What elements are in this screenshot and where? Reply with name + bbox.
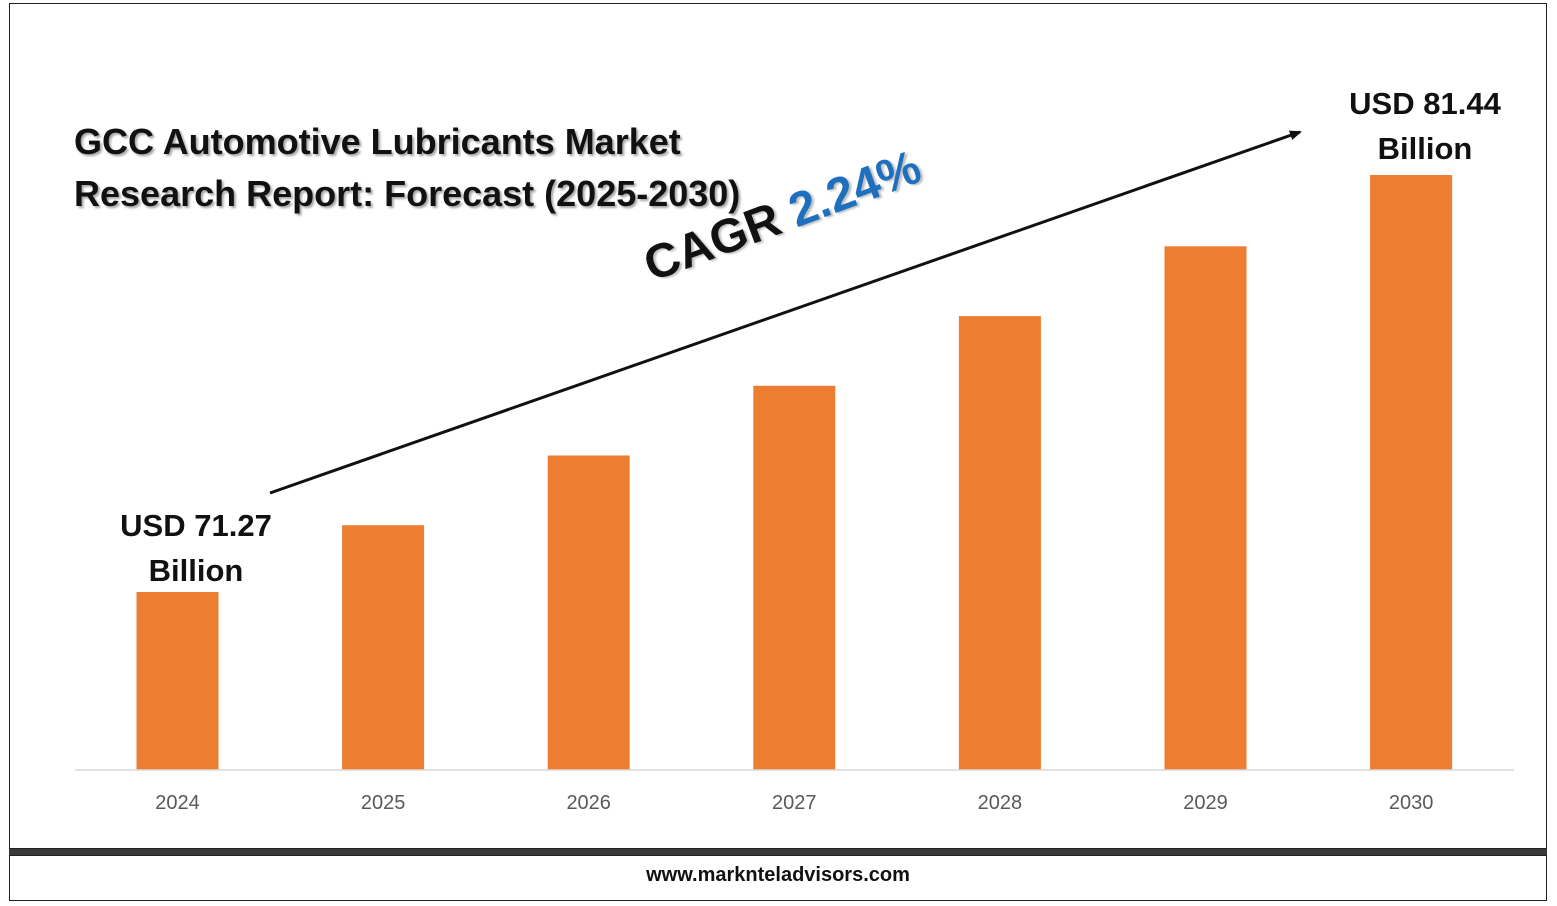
x-tick-label-2029: 2029 — [1183, 792, 1228, 814]
chart-title-line-2: Research Report: Forecast (2025-2030) — [74, 173, 741, 214]
bar-2026 — [547, 455, 630, 770]
footer-website-url: www.marknteladvisors.com — [646, 864, 910, 886]
bar-2027 — [753, 385, 836, 770]
bar-2024 — [136, 592, 219, 770]
footer-divider — [9, 849, 1547, 855]
x-tick-label-2024: 2024 — [155, 792, 200, 814]
footer: www.marknteladvisors.com — [9, 855, 1547, 901]
chart-title: GCC Automotive Lubricants Market Researc… — [74, 116, 740, 220]
start-value-label: USD 71.27 Billion — [96, 503, 296, 593]
end-value-amount: USD 81.44 — [1349, 86, 1501, 121]
x-tick-label-2030: 2030 — [1389, 792, 1434, 814]
bar-2028 — [958, 316, 1041, 770]
bar-2030 — [1370, 175, 1453, 770]
x-tick-label-2027: 2027 — [772, 792, 817, 814]
end-value-label: USD 81.44 Billion — [1325, 81, 1525, 171]
bar-2025 — [342, 525, 425, 770]
end-value-unit: Billion — [1377, 131, 1473, 166]
cagr-trend-arrow — [269, 130, 1302, 495]
x-tick-label-2025: 2025 — [361, 792, 406, 814]
x-tick-label-2026: 2026 — [566, 792, 611, 814]
x-tick-label-2028: 2028 — [978, 792, 1023, 814]
chart-title-line-1: GCC Automotive Lubricants Market — [74, 121, 681, 162]
bar-2029 — [1164, 246, 1247, 771]
start-value-amount: USD 71.27 — [120, 508, 272, 543]
bar-series — [136, 175, 1453, 771]
start-value-unit: Billion — [148, 553, 244, 588]
x-axis-tick-labels: 2024 2025 2026 2027 2028 2029 2030 — [155, 792, 1433, 814]
